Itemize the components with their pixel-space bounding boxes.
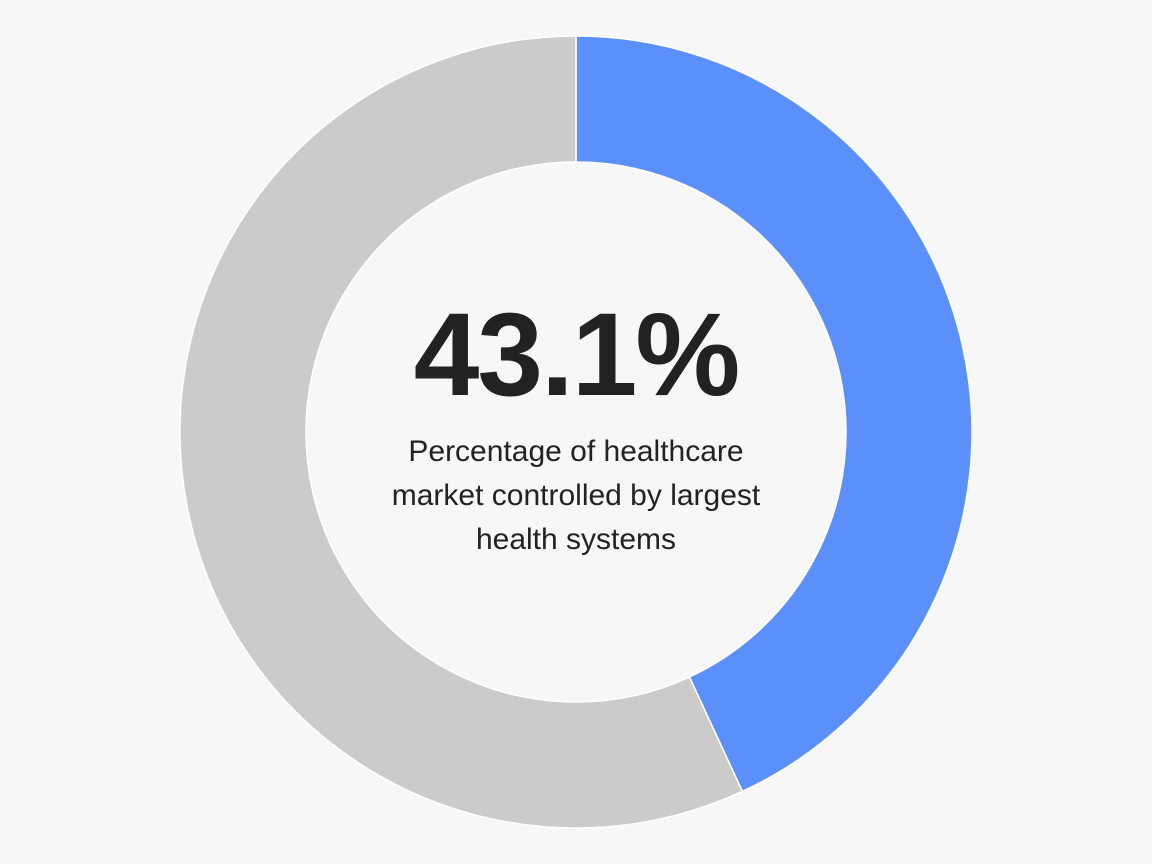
donut-segment [179,35,744,829]
caption: Percentage of healthcare market controll… [391,435,761,556]
value-label: 43.1% [413,289,741,421]
donut-segment [575,35,973,793]
